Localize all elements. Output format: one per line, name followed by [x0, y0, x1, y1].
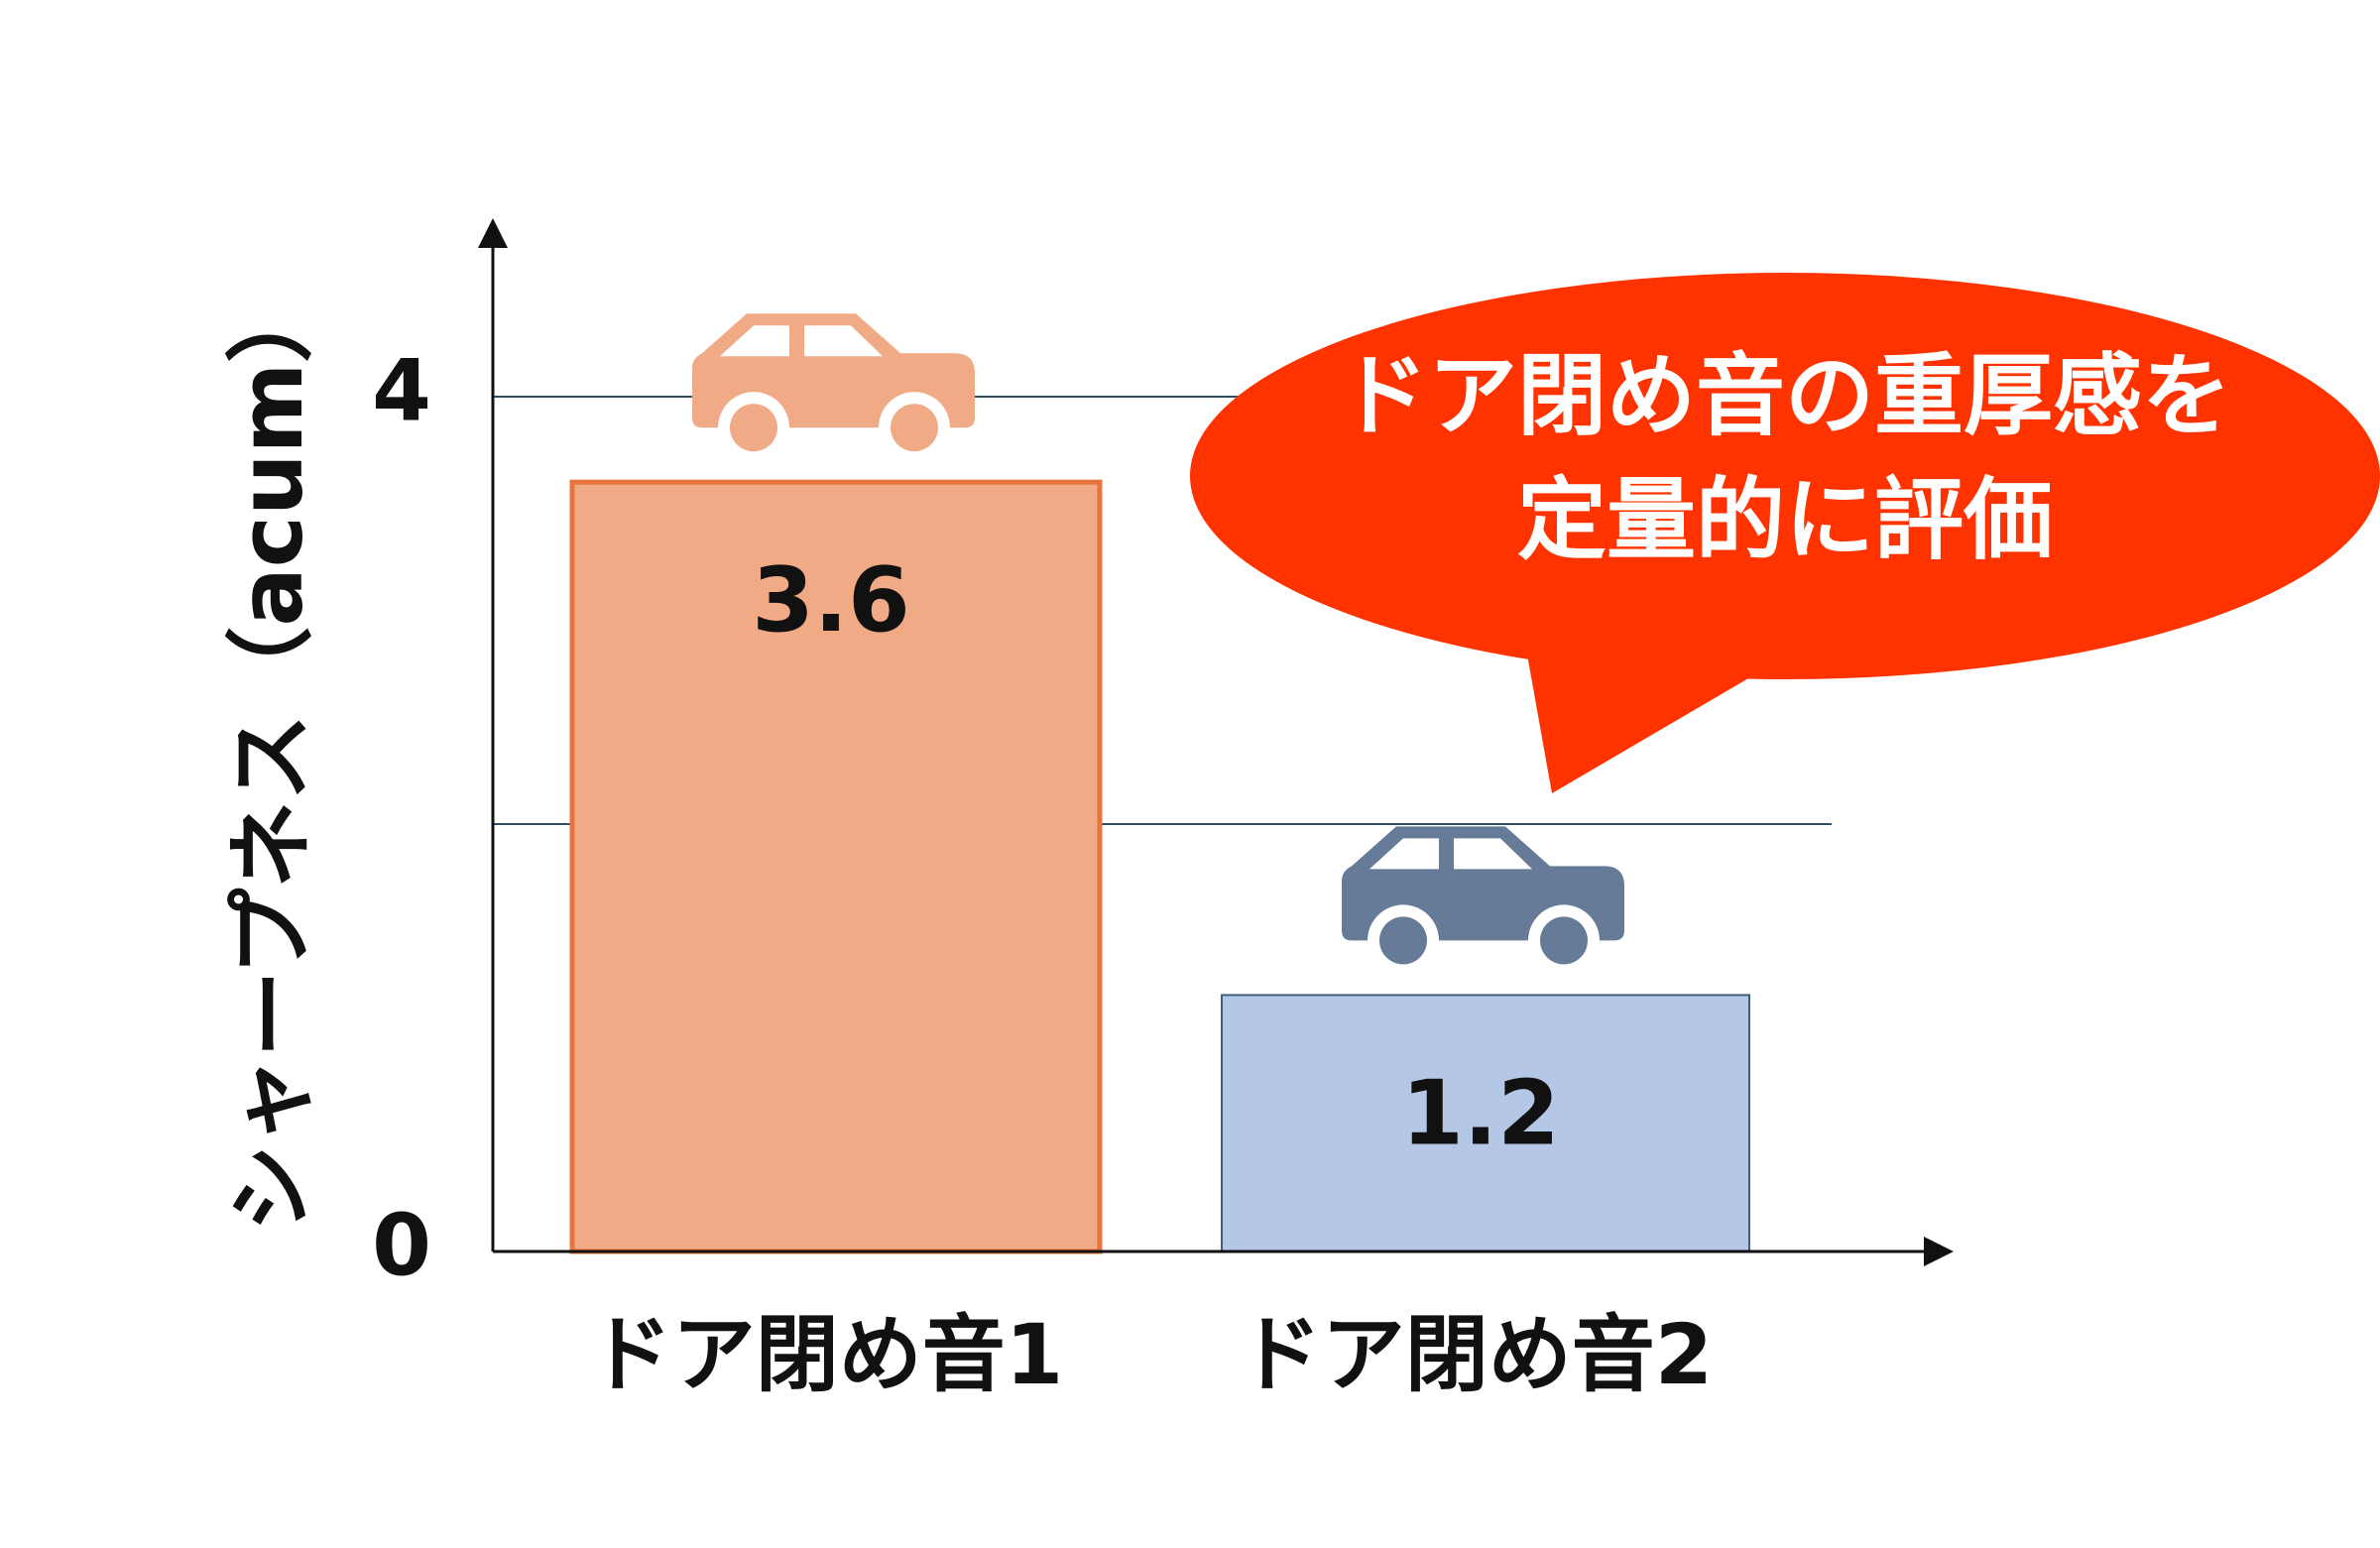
car-wheel — [730, 404, 777, 452]
bar-2 — [1221, 994, 1750, 1253]
y-tick-label: 0 — [372, 1196, 431, 1295]
value-label: 1.2 — [1401, 1061, 1559, 1165]
car-icon-1 — [692, 313, 975, 464]
y-tick-labels: 04 — [372, 341, 431, 1295]
y-axis-label: シャープネス（acum） — [220, 276, 322, 1233]
car-window — [1369, 838, 1439, 870]
callout-shape — [1527, 655, 1755, 793]
value-label: 3.6 — [752, 548, 909, 653]
car-icon-2 — [1342, 826, 1624, 977]
category-labels: ドア閉め音1 ドア閉め音2 — [589, 1306, 1713, 1403]
car-wheel — [1379, 916, 1427, 965]
category-label: ドア閉め音1 — [589, 1306, 1063, 1403]
car-window — [720, 325, 789, 357]
callout-line-2: 定量的に評価 — [1517, 468, 2053, 572]
car-icons — [692, 313, 1624, 977]
category-label: ドア閉め音2 — [1239, 1306, 1713, 1403]
car-window — [804, 325, 883, 357]
callout-ellipse — [1190, 273, 2380, 679]
y-tick-label: 4 — [372, 341, 431, 440]
car-wheel — [1540, 916, 1588, 965]
value-labels: 3.6 1.2 — [752, 548, 1559, 1165]
callout-line-1: ドア閉め音の重厚感を — [1339, 344, 2231, 448]
car-window — [1454, 838, 1532, 870]
callout-bubble: ドア閉め音の重厚感を 定量的に評価 — [1190, 273, 2380, 793]
bar-1 — [569, 479, 1103, 1254]
car-wheel — [891, 404, 938, 452]
bars — [569, 479, 1750, 1254]
